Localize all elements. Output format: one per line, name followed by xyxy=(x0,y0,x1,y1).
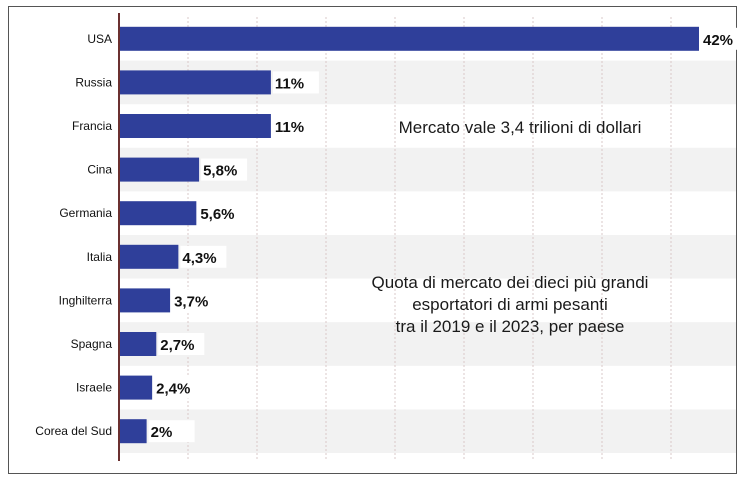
bar xyxy=(119,288,171,313)
description-line-1: Quota di mercato dei dieci più grandi xyxy=(371,273,649,292)
row-stripe xyxy=(119,409,736,453)
value-label-bg xyxy=(148,420,195,443)
bar xyxy=(119,201,197,226)
bar xyxy=(119,375,153,400)
value-label-bg xyxy=(180,245,227,268)
market-value-annotation: Mercato vale 3,4 trilioni di dollari xyxy=(398,118,642,137)
bar xyxy=(119,419,147,444)
value-label-bg xyxy=(158,333,205,355)
value-label-bg xyxy=(198,202,245,225)
row-stripe xyxy=(119,322,736,366)
category-label: Italia xyxy=(87,250,113,264)
value-label: 11% xyxy=(275,75,304,92)
value-label-bg xyxy=(701,27,745,50)
bar xyxy=(119,26,699,51)
category-label: Corea del Sud xyxy=(35,424,112,438)
description-line-2: esportatori di armi pesanti xyxy=(412,295,608,314)
category-label: Israele xyxy=(76,381,112,395)
category-label: Russia xyxy=(75,75,112,89)
value-label-bg xyxy=(172,289,219,312)
bar xyxy=(119,332,157,356)
category-label: USA xyxy=(87,32,112,46)
value-label: 5,6% xyxy=(200,206,234,223)
value-label: 5,8% xyxy=(203,163,237,180)
value-label: 11% xyxy=(275,119,304,136)
value-label: 2,4% xyxy=(156,381,190,398)
category-label: Cina xyxy=(87,163,112,177)
value-label-bg xyxy=(272,71,319,94)
value-label: 2,7% xyxy=(160,337,194,354)
chart-description-annotation: Quota di mercato dei dieci più grandi es… xyxy=(340,272,680,338)
category-label: Inghilterra xyxy=(59,293,113,307)
value-label-bg xyxy=(154,376,201,399)
value-label-bg xyxy=(272,115,319,137)
category-label: Spagna xyxy=(71,337,113,351)
value-label: 42% xyxy=(703,32,733,49)
value-label-bg xyxy=(201,158,248,181)
category-label: Francia xyxy=(72,119,112,133)
bar xyxy=(119,157,200,182)
value-label: 3,7% xyxy=(174,293,208,310)
description-line-3: tra il 2019 e il 2023, per paese xyxy=(395,317,625,336)
bar xyxy=(119,70,271,95)
value-label: 4,3% xyxy=(182,250,216,267)
bar xyxy=(119,114,271,138)
value-label: 2% xyxy=(151,424,173,441)
bar xyxy=(119,244,179,269)
category-label: Germania xyxy=(59,206,112,220)
